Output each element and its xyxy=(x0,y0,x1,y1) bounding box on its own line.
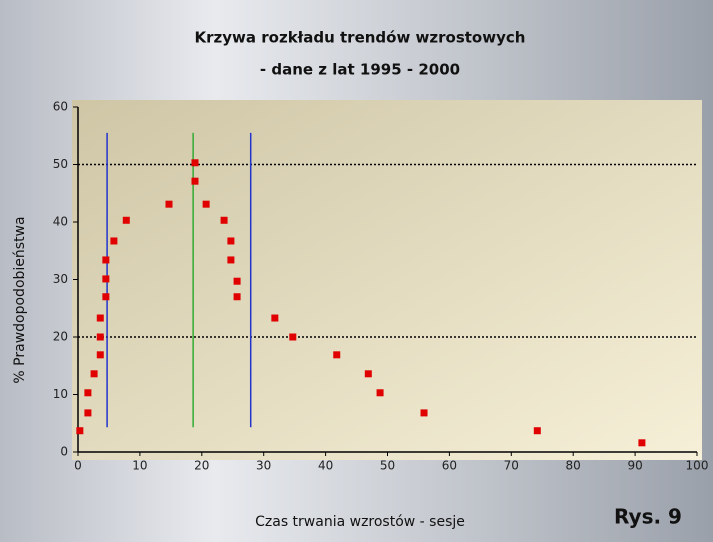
data-point xyxy=(191,177,199,185)
y-tick-label: 50 xyxy=(53,157,68,171)
data-point xyxy=(76,427,84,435)
data-point xyxy=(533,427,541,435)
plot-area xyxy=(72,100,702,460)
x-tick-label: 70 xyxy=(504,459,519,473)
chart-subtitle: - dane z lat 1995 - 2000 xyxy=(260,61,460,79)
data-point xyxy=(364,370,372,378)
data-point xyxy=(102,256,110,264)
data-point xyxy=(165,200,173,208)
chart-title: Krzywa rozkładu trendów wzrostowych xyxy=(195,29,526,47)
data-point xyxy=(84,409,92,417)
figure-label: Rys. 9 xyxy=(614,505,682,529)
x-tick-label: 10 xyxy=(132,459,147,473)
x-tick-label: 80 xyxy=(566,459,581,473)
y-tick-label: 40 xyxy=(53,215,68,229)
data-point xyxy=(110,237,118,245)
data-point xyxy=(333,351,341,359)
data-point xyxy=(191,159,199,167)
data-point xyxy=(376,389,384,397)
data-point xyxy=(233,277,241,285)
data-point xyxy=(220,216,228,224)
data-point xyxy=(96,333,104,341)
data-point xyxy=(102,275,110,283)
x-tick-label: 60 xyxy=(442,459,457,473)
x-tick-label: 0 xyxy=(74,459,82,473)
data-point xyxy=(227,237,235,245)
data-point xyxy=(84,389,92,397)
data-point xyxy=(202,200,210,208)
y-axis-label: % Prawdopodobieństwa xyxy=(12,216,28,383)
y-tick-label: 10 xyxy=(53,387,68,401)
y-tick-label: 60 xyxy=(53,100,68,114)
data-point xyxy=(122,216,130,224)
data-point xyxy=(96,314,104,322)
x-tick-label: 50 xyxy=(380,459,395,473)
x-tick-label: 40 xyxy=(318,459,333,473)
x-tick-label: 90 xyxy=(627,459,642,473)
y-tick-label: 0 xyxy=(60,445,68,459)
data-point xyxy=(233,293,241,301)
data-point xyxy=(271,314,279,322)
data-point xyxy=(289,333,297,341)
x-tick-label: 30 xyxy=(256,459,271,473)
data-point xyxy=(638,439,646,447)
x-axis-label: Czas trwania wzrostów - sesje xyxy=(255,514,465,530)
x-tick-label: 100 xyxy=(686,459,709,473)
data-point xyxy=(96,351,104,359)
data-point xyxy=(227,256,235,264)
y-tick-label: 30 xyxy=(53,272,68,286)
x-tick-label: 20 xyxy=(194,459,209,473)
data-point xyxy=(90,370,98,378)
y-tick-label: 20 xyxy=(53,330,68,344)
data-point xyxy=(420,409,428,417)
data-point xyxy=(102,293,110,301)
